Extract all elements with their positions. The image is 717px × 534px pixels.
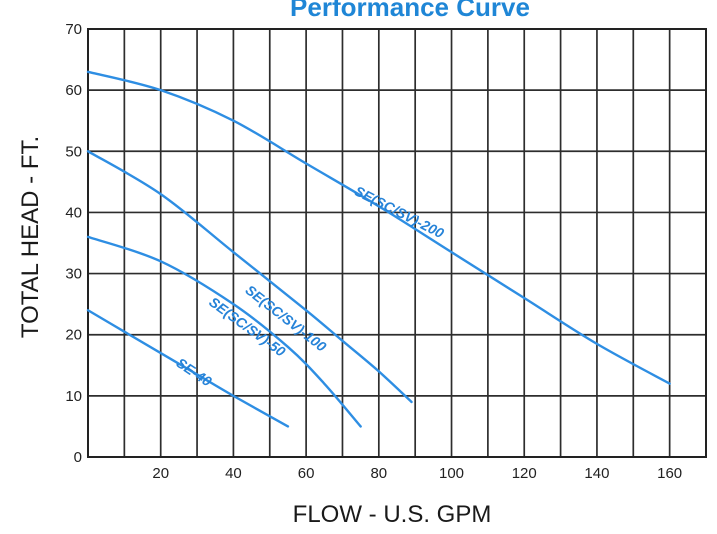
x-tick-label: 100 (439, 465, 464, 482)
x-tick-label: 80 (370, 465, 387, 482)
x-axis-label: FLOW - U.S. GPM (293, 501, 492, 528)
y-tick-label: 70 (65, 21, 82, 38)
x-tick-label: 40 (225, 465, 242, 482)
y-tick-label: 60 (65, 82, 82, 99)
x-tick-label: 140 (584, 465, 609, 482)
y-tick-label: 50 (65, 143, 82, 160)
y-tick-label: 0 (74, 449, 82, 466)
y-tick-label: 40 (65, 204, 82, 221)
series-line-se-sc-sv-50 (88, 237, 361, 427)
chart-title: Performance Curve (290, 0, 530, 22)
x-tick-label: 20 (152, 465, 169, 482)
x-tick-label: 120 (512, 465, 537, 482)
x-tick-label: 60 (298, 465, 315, 482)
y-tick-label: 20 (65, 327, 82, 344)
series-labels: SE(SC/SV)-200SE(SC/SV)-100SE(SC/SV)-50SE… (174, 183, 447, 390)
series-label-se-40: SE-40 (174, 355, 215, 390)
y-axis-label: TOTAL HEAD - FT. (17, 136, 44, 338)
plot-border (88, 29, 706, 457)
y-tick-label: 10 (65, 388, 82, 405)
x-tick-label: 160 (657, 465, 682, 482)
y-tick-label: 30 (65, 266, 82, 283)
grid (88, 29, 706, 457)
